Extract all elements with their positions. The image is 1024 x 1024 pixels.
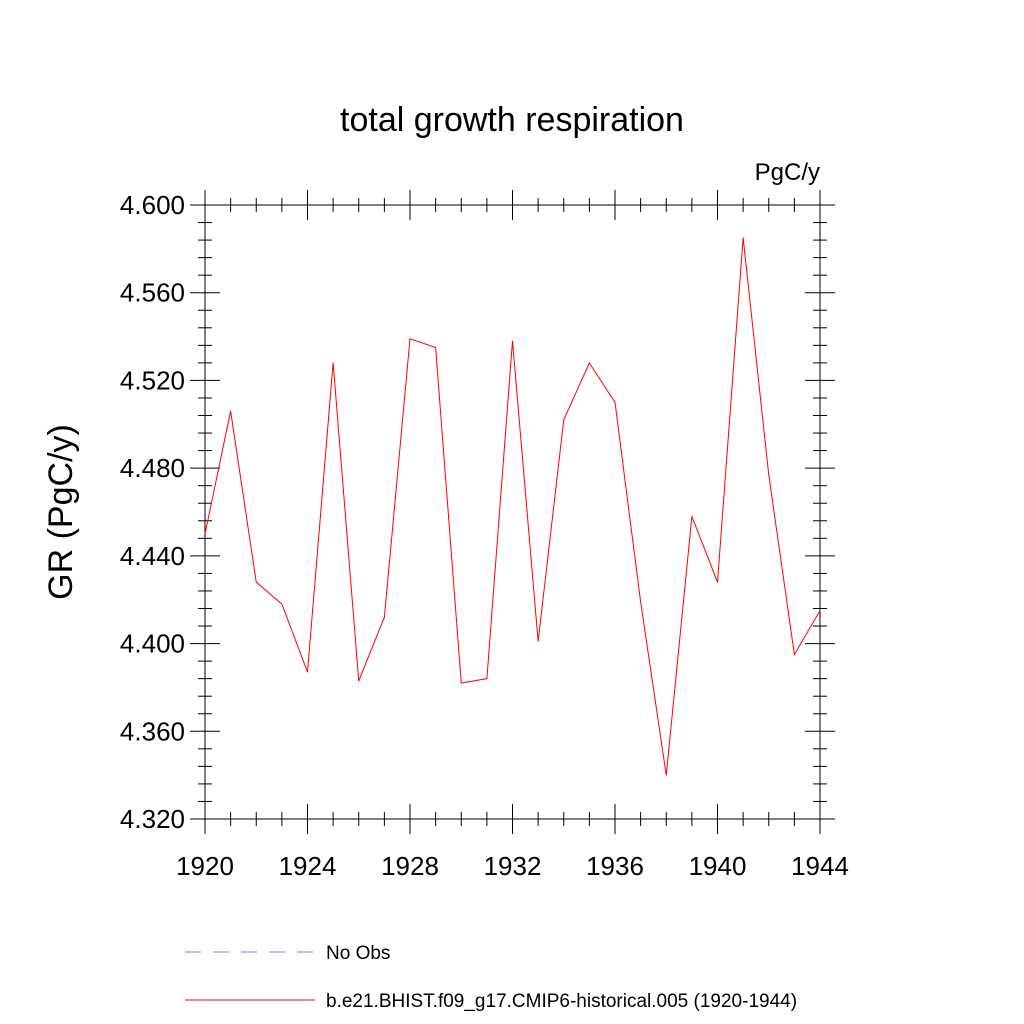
x-tick-label: 1936 [586, 851, 644, 881]
data-point [640, 601, 642, 603]
axis-ticks [190, 190, 835, 834]
data-point [409, 338, 411, 340]
series-layer [204, 237, 821, 776]
y-tick-label: 4.520 [120, 365, 185, 395]
data-point [230, 410, 232, 412]
data-point [742, 237, 744, 239]
data-point [537, 640, 539, 642]
data-point [819, 610, 821, 612]
data-point [793, 654, 795, 656]
data-point [691, 515, 693, 517]
data-point [717, 581, 718, 583]
x-tick-label: 1924 [279, 851, 337, 881]
legend-label-historical: b.e21.BHIST.f09_g17.CMIP6-historical.005… [326, 991, 797, 1012]
data-point [512, 340, 513, 342]
data-point [460, 682, 462, 684]
x-tick-label: 1940 [689, 851, 747, 881]
chart-title: total growth respiration [340, 101, 684, 139]
y-tick-label: 4.320 [120, 804, 185, 834]
series-line [204, 237, 821, 776]
data-point [665, 774, 667, 776]
data-point [435, 347, 437, 349]
data-point [383, 616, 385, 618]
x-tick-label: 1944 [791, 851, 849, 881]
tick-labels: 1920 1924 1928 1932 1936 1940 1944 4.320 4.360 4.… [120, 190, 849, 881]
y-tick-label: 4.600 [120, 190, 185, 220]
y-tick-label: 4.400 [120, 629, 185, 659]
data-point [486, 678, 488, 680]
data-point [255, 581, 257, 583]
y-tick-label: 4.560 [120, 278, 185, 308]
data-point [588, 362, 590, 364]
data-point [281, 603, 283, 605]
y-tick-label: 4.440 [120, 541, 185, 571]
x-tick-label: 1928 [381, 851, 439, 881]
y-tick-label: 4.360 [120, 716, 185, 746]
data-point [358, 680, 360, 682]
data-point [332, 362, 334, 364]
plot-frame [204, 204, 821, 820]
x-tick-label: 1932 [484, 851, 542, 881]
legend-label-no-obs: No Obs [326, 943, 390, 964]
x-tick-label: 1920 [176, 851, 234, 881]
y-tick-label: 4.480 [120, 453, 185, 483]
legend: No Obs b.e21.BHIST.f09_g17.CMIP6-histori… [185, 943, 797, 1012]
data-point [614, 401, 616, 403]
data-point [563, 419, 565, 421]
units-label: PgC/y [755, 159, 820, 186]
data-point [204, 533, 206, 535]
data-point [307, 671, 308, 673]
data-point [768, 474, 770, 476]
y-axis-label: GR (PgC/y) [42, 424, 80, 600]
